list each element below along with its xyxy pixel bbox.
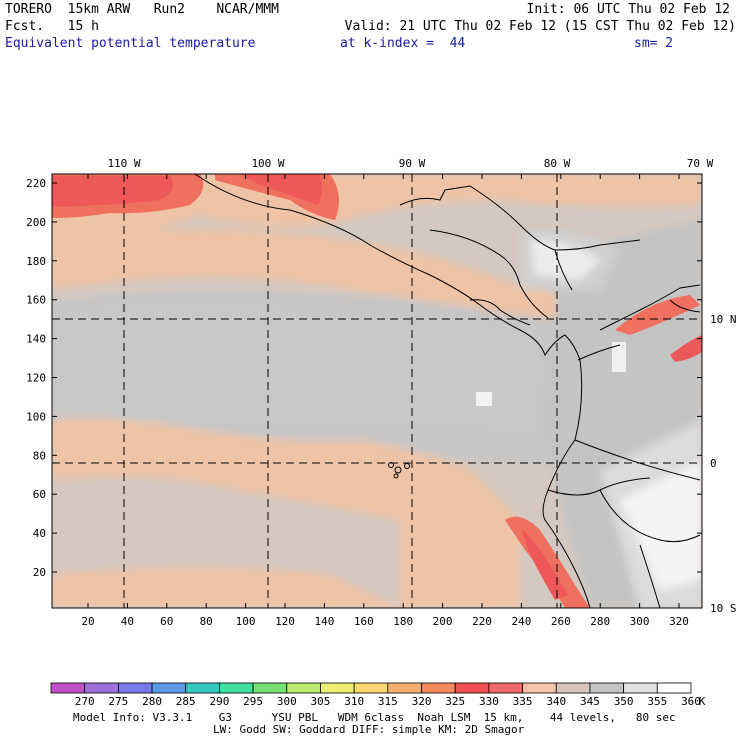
- level-info: at k-index = 44: [340, 36, 466, 51]
- init-time: Init: 06 UTC Thu 02 Feb 12: [526, 2, 731, 17]
- y-tick-label: 40: [33, 527, 46, 540]
- colorbar-label: 345: [580, 695, 600, 708]
- colorbar-swatch: [185, 682, 220, 694]
- lon-label: 90 W: [399, 157, 426, 170]
- y-tick-label: 120: [26, 372, 46, 385]
- theta-e-field: [52, 174, 702, 608]
- y-tick-label: 20: [33, 566, 46, 579]
- colorbar-unit: K: [699, 695, 706, 708]
- colorbar-label: 335: [513, 695, 533, 708]
- colorbar-label: 280: [142, 695, 162, 708]
- x-tick-label: 80: [200, 615, 213, 628]
- colorbar-label: 360: [681, 695, 701, 708]
- forecast-hour: Fcst. 15 h: [5, 19, 99, 34]
- y-axis-ticks: 20 40 60 80 100 120 140 160 180 200 220: [26, 177, 702, 579]
- lat-label: 10 S: [710, 602, 737, 615]
- colorbar-swatch: [219, 682, 254, 694]
- colorbar-swatch: [252, 682, 288, 694]
- colorbar-label: 305: [311, 695, 331, 708]
- x-tick-label: 180: [393, 615, 413, 628]
- colorbar-swatch: [421, 682, 456, 694]
- x-tick-label: 40: [121, 615, 134, 628]
- y-tick-label: 60: [33, 488, 46, 501]
- lat-label: 10 N: [710, 313, 737, 326]
- physics-info: LW: Godd SW: Goddard DIFF: simple KM: 2D…: [213, 723, 525, 736]
- lon-label: 70 W: [687, 157, 714, 170]
- coastlines: [194, 174, 701, 608]
- lat-label: 0: [710, 457, 717, 470]
- x-tick-label: 320: [669, 615, 689, 628]
- colorbar-swatch: [522, 682, 557, 694]
- colorbar-swatch: [84, 682, 119, 694]
- colorbar-label: 290: [209, 695, 229, 708]
- x-tick-label: 260: [551, 615, 571, 628]
- colorbar-swatch: [555, 682, 591, 694]
- colorbar-label: 310: [344, 695, 364, 708]
- lon-label: 100 W: [251, 157, 284, 170]
- colorbar-label: 320: [412, 695, 432, 708]
- colorbar-label: 300: [277, 695, 297, 708]
- colorbar-label: 340: [546, 695, 566, 708]
- x-tick-label: 280: [590, 615, 610, 628]
- x-tick-label: 200: [433, 615, 453, 628]
- y-tick-label: 80: [33, 449, 46, 462]
- y-tick-label: 140: [26, 333, 46, 346]
- colorbar-swatch: [50, 682, 86, 694]
- model-title: TORERO 15km ARW Run2 NCAR/MMM: [5, 2, 279, 17]
- colorbar-label: 355: [647, 695, 667, 708]
- field-name: Equivalent potential temperature: [5, 36, 256, 51]
- colorbar-swatch: [387, 682, 422, 694]
- colorbar-swatch: [623, 682, 658, 694]
- x-tick-label: 160: [354, 615, 374, 628]
- colorbar-swatch: [488, 682, 523, 694]
- lon-label: 80 W: [544, 157, 571, 170]
- x-tick-label: 120: [275, 615, 295, 628]
- colorbar-swatch: [320, 682, 355, 694]
- colorbar-label: 315: [378, 695, 398, 708]
- colorbar-swatch: [151, 682, 187, 694]
- x-tick-label: 20: [81, 615, 94, 628]
- lon-label: 110 W: [107, 157, 140, 170]
- smoothing-info: sm= 2: [634, 36, 674, 51]
- colorbar-label: 325: [445, 695, 465, 708]
- colorbar-swatch: [454, 682, 490, 694]
- colorbar-swatch: [117, 682, 153, 694]
- model-info: Model Info: V3.3.1 G3 YSU PBL WDM 6class…: [73, 711, 676, 724]
- colorbar-label: 275: [108, 695, 128, 708]
- x-tick-label: 100: [236, 615, 256, 628]
- colorbar-label: 350: [614, 695, 634, 708]
- y-tick-label: 180: [26, 255, 46, 268]
- colorbar-label: 295: [243, 695, 263, 708]
- valid-time: Valid: 21 UTC Thu 02 Feb 12 (15 CST Thu …: [344, 19, 736, 34]
- y-tick-label: 200: [26, 216, 46, 229]
- colorbar-label: 285: [176, 695, 196, 708]
- colorbar-swatch: [286, 682, 321, 694]
- x-tick-label: 220: [472, 615, 492, 628]
- colorbar-swatch: [353, 682, 389, 694]
- colorbar-swatch: [589, 682, 625, 694]
- colorbar-label: 330: [479, 695, 499, 708]
- x-tick-label: 240: [511, 615, 531, 628]
- x-tick-label: 60: [160, 615, 173, 628]
- graticule: [52, 174, 702, 608]
- colorbar: 270 275 280 285 290 295 300 305 310 315 320 325 330 3…: [50, 682, 706, 708]
- x-tick-label: 300: [630, 615, 650, 628]
- y-tick-label: 160: [26, 294, 46, 307]
- map-frame: [51, 173, 703, 609]
- x-axis-ticks: 20 40 60 80 100 120 140 160 180 200 220 240 260 280 30…: [81, 174, 689, 628]
- y-tick-label: 220: [26, 177, 46, 190]
- y-tick-label: 100: [26, 410, 46, 423]
- colorbar-swatch: [656, 682, 692, 694]
- x-tick-label: 140: [314, 615, 334, 628]
- colorbar-label: 270: [75, 695, 95, 708]
